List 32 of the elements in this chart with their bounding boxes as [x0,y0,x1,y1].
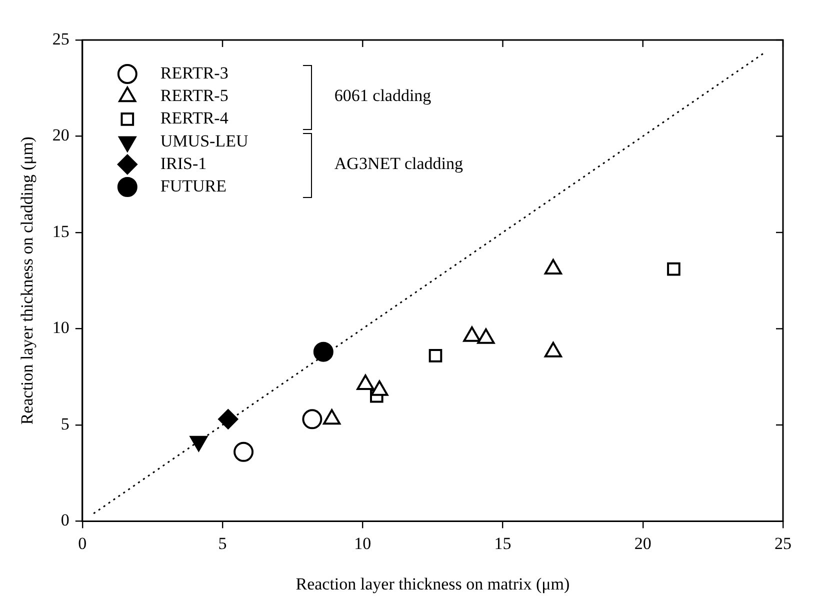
point [356,374,374,390]
x-tick-label: 25 [774,534,792,553]
annotation: 6061 cladding [334,86,432,106]
x-axis-title: Reaction layer thickness on matrix (μm) [296,574,570,594]
x-tick-label: 0 [78,534,87,553]
legend-label: RERTR-4 [160,108,229,128]
legend-label: RERTR-5 [160,86,228,106]
y-tick-label: 15 [52,222,70,241]
point [477,328,495,344]
y-tick-label: 10 [52,318,70,338]
y-tick-label: 0 [60,510,70,530]
point [544,259,562,275]
legend-label: FUTURE [160,176,227,196]
x-tick-label: 5 [218,534,227,553]
legend-label: UMUS-LEU [160,131,248,150]
point [463,326,481,342]
point [302,409,322,430]
annotation: AG3NET cladding [334,154,464,173]
point [544,342,562,358]
point [313,342,334,362]
y-tick-label: 5 [60,414,70,434]
legend-label: IRIS-1 [160,154,207,173]
x-tick-label: 20 [634,534,652,553]
y-tick-label: 25 [52,29,70,48]
legend-label: RERTR-3 [160,63,228,82]
point [234,442,254,462]
y-axis-title: Reaction layer thickness on cladding (μm) [18,136,37,425]
point [428,349,442,362]
x-tick-label: 15 [494,534,512,553]
y-tick-label: 20 [52,126,70,145]
point [218,409,238,430]
x-tick-label: 10 [354,534,372,553]
